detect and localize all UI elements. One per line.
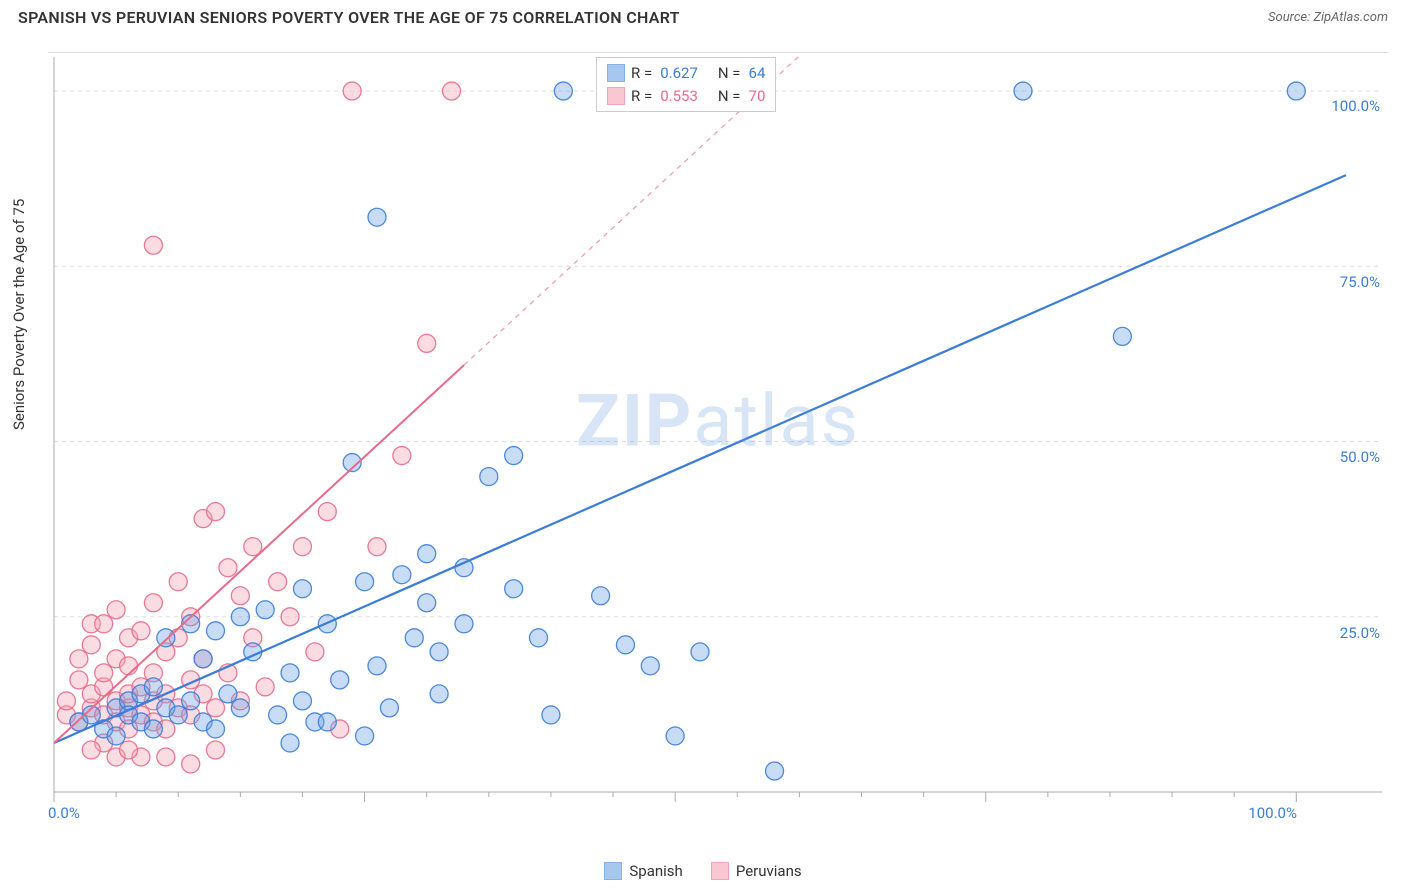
y-tick-label: 75.0% — [1340, 273, 1380, 291]
y-tick-label: 100.0% — [1331, 97, 1380, 115]
stat-r-label: R = — [631, 62, 652, 85]
legend-label-peruvians: Peruvians — [736, 862, 802, 880]
y-axis-label: Seniors Poverty Over the Age of 75 — [10, 199, 28, 430]
correlation-legend: R = 0.627 N = 64 R = 0.553 N = 70 — [596, 57, 776, 112]
swatch-spanish-icon — [604, 862, 622, 880]
source-name: ZipAtlas.com — [1313, 10, 1388, 25]
y-tick-label: 25.0% — [1340, 624, 1380, 642]
legend-row-peruvians: R = 0.553 N = 70 — [607, 85, 765, 108]
stat-n-label: N = — [718, 85, 741, 108]
x-tick-label: 0.0% — [48, 804, 80, 822]
x-tick-label: 100.0% — [1248, 804, 1297, 822]
legend-label-spanish: Spanish — [629, 862, 682, 880]
chart-title: SPANISH VS PERUVIAN SENIORS POVERTY OVER… — [18, 8, 680, 27]
scatter-plot-svg — [48, 53, 1388, 820]
stat-r-label: R = — [631, 85, 652, 108]
swatch-spanish — [607, 64, 625, 82]
stat-n-label: N = — [718, 62, 741, 85]
stat-n-peruvians: 70 — [749, 85, 766, 108]
legend-item-peruvians: Peruvians — [711, 862, 802, 880]
stat-r-spanish: 0.627 — [660, 62, 698, 85]
swatch-peruvians — [607, 87, 625, 105]
stat-r-peruvians: 0.553 — [660, 85, 698, 108]
chart-area: ZIPatlas R = 0.627 N = 64 R = 0.553 N = … — [48, 52, 1388, 820]
swatch-peruvians-icon — [711, 862, 729, 880]
legend-item-spanish: Spanish — [604, 862, 682, 880]
series-legend: Spanish Peruvians — [0, 862, 1406, 880]
stat-n-spanish: 64 — [749, 62, 766, 85]
header-bar: SPANISH VS PERUVIAN SENIORS POVERTY OVER… — [0, 0, 1406, 29]
source-prefix: Source: — [1268, 10, 1313, 25]
y-tick-label: 50.0% — [1340, 448, 1380, 466]
legend-row-spanish: R = 0.627 N = 64 — [607, 62, 765, 85]
source-attribution: Source: ZipAtlas.com — [1268, 10, 1388, 25]
